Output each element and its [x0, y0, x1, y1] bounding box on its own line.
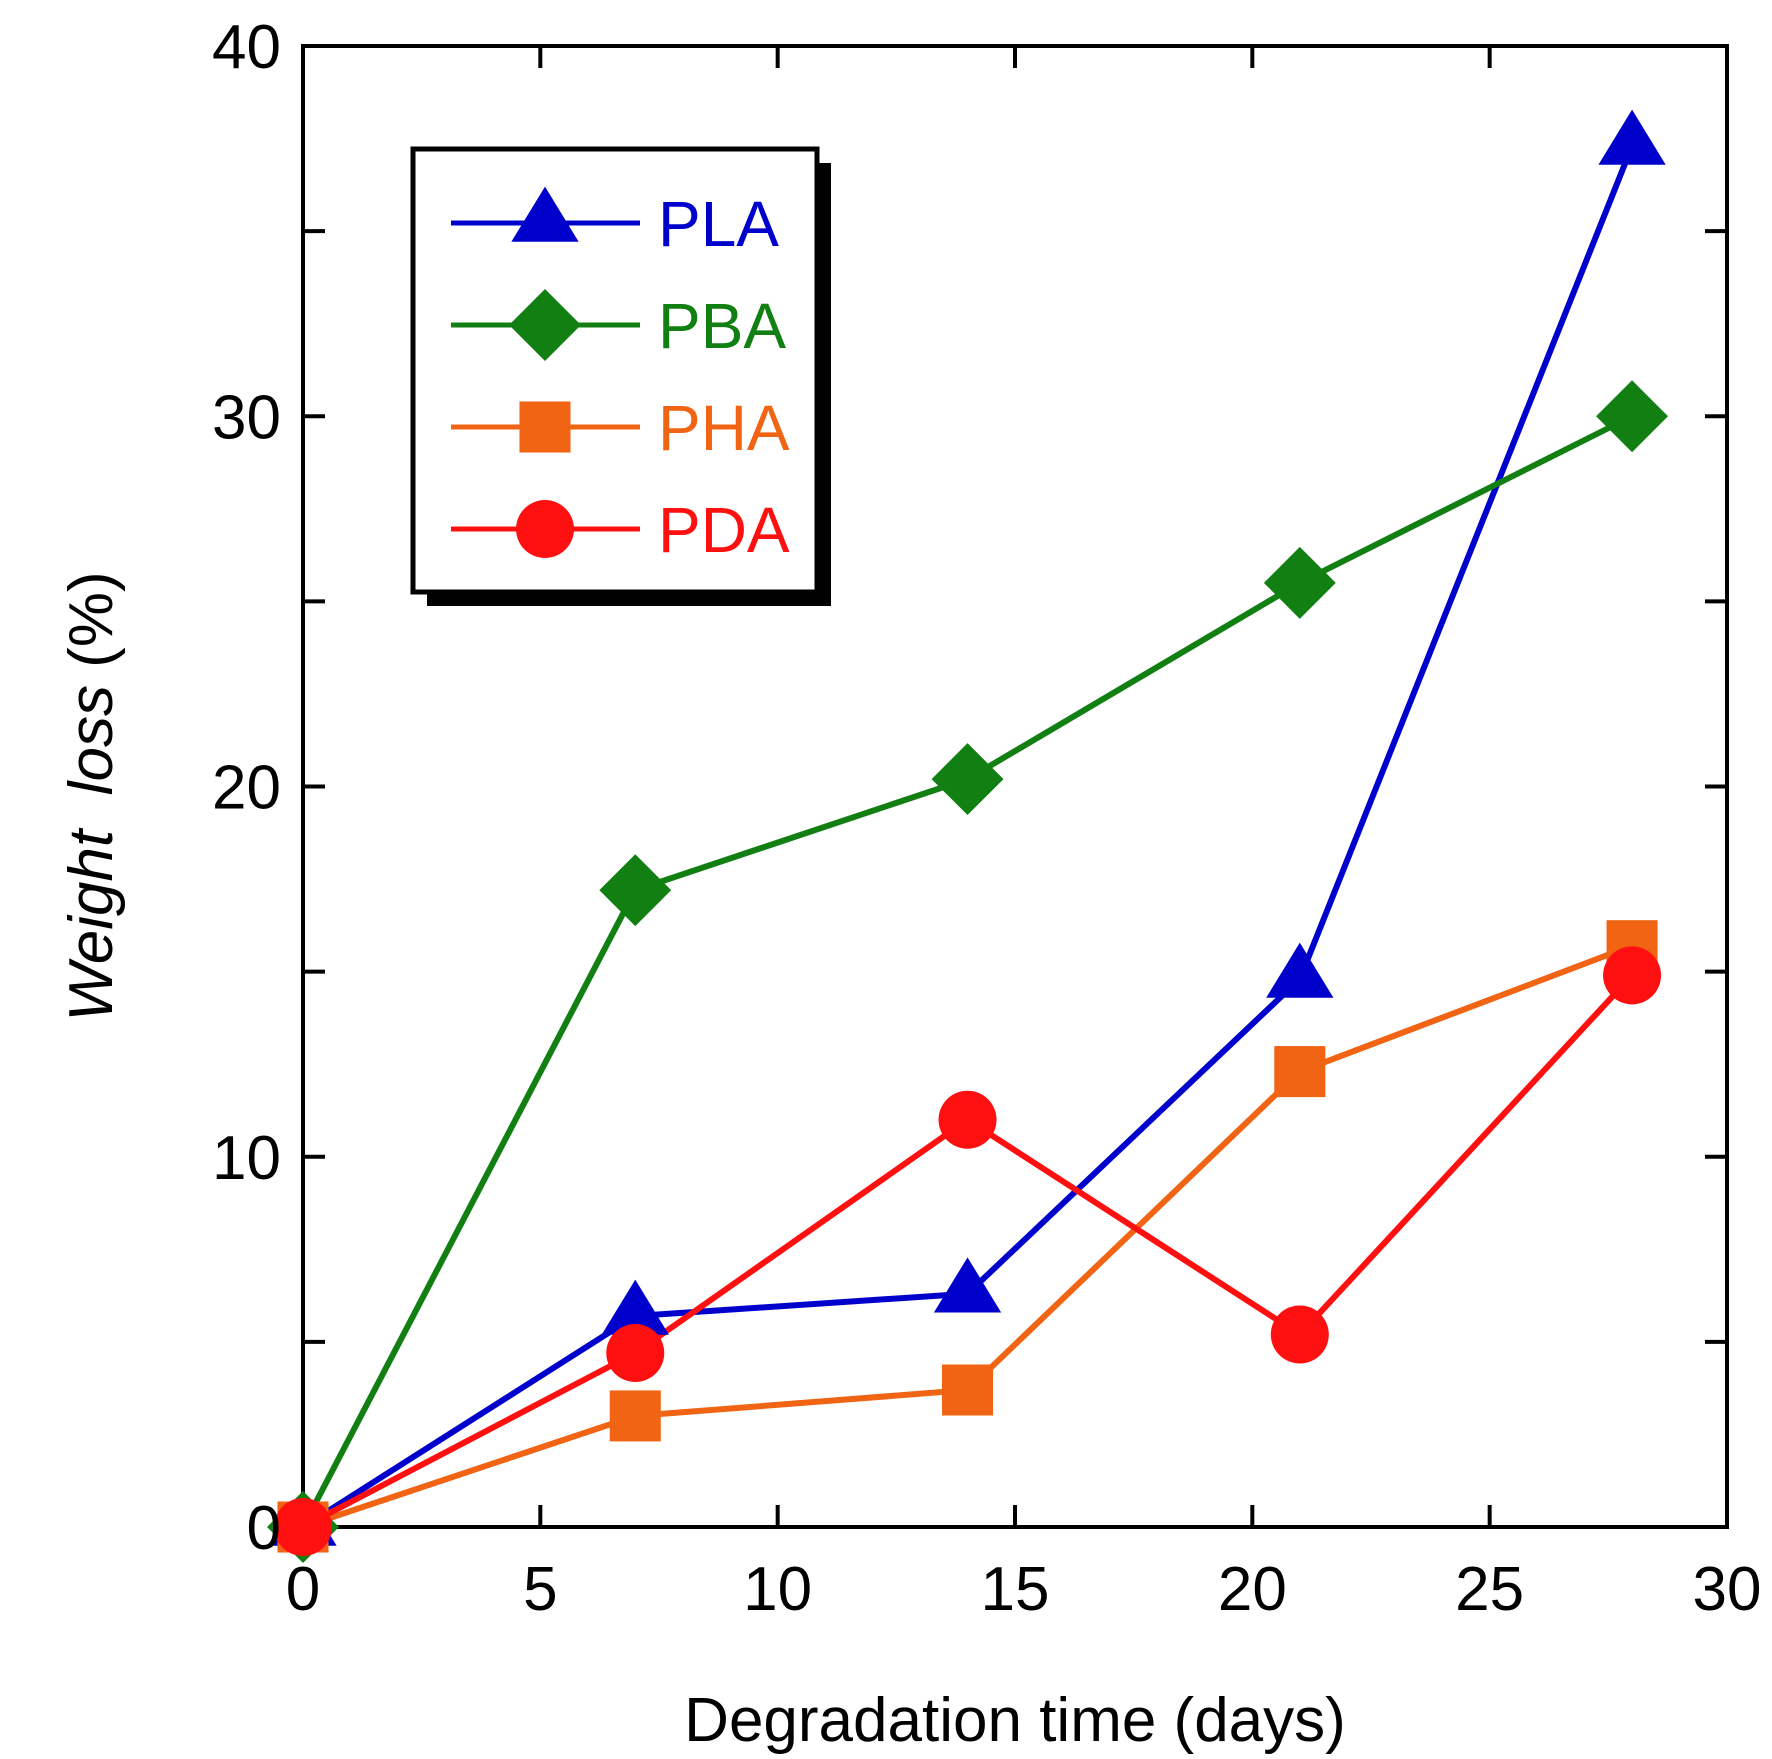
x-tick-label: 20: [1218, 1555, 1287, 1624]
legend-marker-pla: [511, 186, 579, 242]
series-markers: [267, 109, 1669, 1563]
plot-area: [267, 44, 1729, 1563]
data-point-pla: [601, 1279, 669, 1335]
data-point-pha: [942, 1364, 994, 1416]
data-point-pda: [938, 1090, 997, 1149]
legend-label-pba: PBA: [658, 290, 786, 362]
y-tick-label: 0: [247, 1494, 281, 1563]
data-point-pba: [1596, 380, 1669, 453]
data-point-pba: [599, 854, 672, 927]
y-tick-label: 20: [212, 754, 281, 823]
tick-labels: 0 5 10 15 20 25 30 0 10 20 30 40: [212, 13, 1761, 1624]
data-point-pla: [933, 1257, 1002, 1313]
y-axis-label: Weight loss (%): [57, 571, 126, 1021]
y-tick-label: 10: [212, 1124, 281, 1193]
legend: PLA PBA PHA PDA: [410, 146, 831, 606]
y-tick-label: 30: [212, 383, 281, 452]
series-line-pha: [302, 942, 1634, 1530]
data-point-pba: [931, 743, 1004, 816]
legend-label-pda: PDA: [658, 494, 790, 566]
legend-marker-pda: [516, 500, 574, 558]
data-point-pha: [1274, 1046, 1326, 1098]
x-tick-label: 0: [286, 1555, 320, 1624]
y-axis-label-main: Weight loss: [57, 685, 126, 1022]
x-tick-label: 30: [1693, 1555, 1762, 1624]
data-point-pda: [274, 1498, 332, 1556]
legend-label-pla: PLA: [658, 188, 779, 260]
data-point-pla: [1598, 109, 1666, 165]
legend-marker-pha: [519, 401, 571, 453]
data-point-pda: [1603, 946, 1662, 1005]
data-point-pda: [1270, 1305, 1329, 1364]
x-tick-label: 5: [523, 1555, 557, 1624]
legend-label-pha: PHA: [658, 392, 790, 464]
data-point-pha: [609, 1390, 661, 1442]
y-axis-label-unit: (%): [57, 571, 126, 685]
series-line-pda: [301, 973, 1635, 1530]
legend-marker-pba: [509, 289, 581, 361]
x-tick-label: 25: [1455, 1555, 1524, 1624]
data-point-pda: [606, 1323, 665, 1382]
data-point-pba: [1263, 546, 1336, 619]
y-tick-label: 40: [212, 13, 281, 82]
x-tick-label: 10: [743, 1555, 812, 1624]
axis-ticks: [303, 46, 1727, 1527]
x-tick-label: 15: [981, 1555, 1050, 1624]
data-point-pla: [1266, 942, 1334, 998]
x-axis-label: Degradation time (days): [684, 1686, 1346, 1755]
legend-items: PLA PBA PHA PDA: [451, 186, 790, 566]
